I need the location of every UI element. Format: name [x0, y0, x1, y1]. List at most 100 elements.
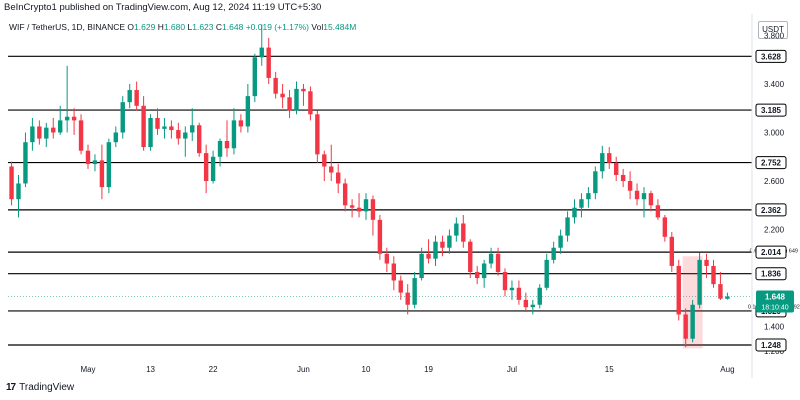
- candle-body: [600, 153, 605, 172]
- candle-down: [405, 284, 410, 315]
- candle-body: [78, 120, 84, 151]
- y-axis-tick-label: 3.800: [764, 31, 785, 40]
- candle-body: [349, 205, 355, 208]
- y-axis-tick-label: 2.600: [764, 177, 785, 186]
- candle-body: [197, 125, 202, 154]
- candle-up: [454, 217, 459, 242]
- candle-down: [377, 214, 383, 260]
- candle-down: [495, 247, 501, 276]
- candle-down: [169, 120, 174, 139]
- candle-body: [662, 217, 668, 237]
- tradingview-logo[interactable]: 17 TradingView: [6, 382, 74, 393]
- currency-selector[interactable]: USDT: [758, 21, 788, 39]
- x-axis-tick-label: May: [80, 365, 95, 374]
- candle-up: [725, 292, 730, 300]
- candle-down: [349, 199, 355, 218]
- x-axis-tick-label: Jul: [507, 365, 517, 374]
- candle-body: [169, 126, 174, 131]
- symbol-name[interactable]: WIF / TetherUS, 1D, BINANCE: [9, 22, 126, 32]
- candle-body: [259, 47, 264, 58]
- candle-up: [294, 81, 299, 115]
- candle-down: [607, 147, 612, 169]
- candle-up: [488, 247, 494, 269]
- candle-up: [363, 193, 369, 220]
- candle-body: [294, 88, 299, 111]
- candle-down: [634, 183, 640, 206]
- candle-down: [627, 171, 633, 200]
- candle-up: [16, 174, 21, 218]
- candle-down: [655, 199, 661, 220]
- candle-body: [627, 181, 633, 191]
- candle-body: [683, 314, 688, 339]
- candle-body: [412, 278, 417, 305]
- candle-body: [155, 117, 160, 129]
- candle-up: [481, 259, 487, 288]
- candle-up: [572, 199, 577, 224]
- candle-body: [64, 116, 70, 121]
- candle-body: [342, 183, 348, 206]
- candle-down: [51, 117, 56, 139]
- x-axis-tick-label: Jun: [297, 365, 310, 374]
- candle-up: [148, 114, 153, 151]
- candle-body: [579, 199, 584, 208]
- candle-down: [718, 272, 723, 300]
- candle-down: [71, 108, 77, 135]
- candle-body: [16, 183, 21, 200]
- candle-down: [426, 239, 431, 264]
- candle-down: [461, 214, 466, 248]
- candle-up: [433, 235, 438, 266]
- candle-body: [440, 241, 445, 248]
- candle-body: [648, 193, 654, 206]
- candle-body: [669, 236, 674, 266]
- candle-body: [58, 120, 63, 133]
- level-price-label: 1.836: [761, 270, 782, 279]
- candle-up: [183, 126, 188, 157]
- candle-down: [711, 259, 716, 288]
- candle-body: [537, 287, 542, 305]
- candle-down: [391, 256, 396, 291]
- level-price-label: 2.752: [761, 159, 782, 168]
- candle-body: [322, 154, 327, 167]
- candle-body: [113, 132, 118, 143]
- candle-up: [231, 108, 237, 155]
- candle-down: [266, 37, 271, 84]
- candle-down: [37, 120, 42, 145]
- candle-up: [586, 187, 591, 208]
- candle-body: [51, 127, 56, 133]
- candle-body: [363, 199, 369, 212]
- candle-body: [725, 296, 730, 299]
- candle-down: [676, 259, 681, 321]
- candle-body: [266, 47, 271, 78]
- candle-up: [113, 126, 118, 148]
- candle-body: [301, 88, 306, 92]
- level-price-tag: [755, 49, 787, 63]
- candle-body: [30, 126, 35, 143]
- candle-body: [655, 205, 661, 218]
- candle-down: [648, 190, 654, 212]
- candle-up: [419, 247, 424, 281]
- candle-up: [44, 122, 49, 148]
- candle-up: [412, 272, 417, 309]
- candle-down: [238, 114, 244, 133]
- candle-down: [85, 144, 91, 169]
- candle-body: [405, 292, 410, 305]
- candle-down: [329, 144, 334, 182]
- candle-body: [141, 105, 146, 148]
- candle-up: [217, 138, 223, 167]
- candle-down: [398, 275, 403, 300]
- y-axis-tick-label: 2.200: [764, 226, 785, 235]
- candle-up: [551, 241, 556, 264]
- candle-down: [99, 144, 105, 200]
- candle-down: [683, 308, 688, 348]
- candle-body: [203, 153, 209, 182]
- candle-body: [99, 160, 105, 188]
- candle-up: [558, 229, 563, 254]
- candle-body: [336, 172, 341, 184]
- candle-body: [252, 57, 257, 97]
- candle-body: [273, 77, 278, 94]
- candle-up: [190, 108, 195, 141]
- y-axis-tick-label: 1.400: [764, 323, 785, 332]
- candle-body: [711, 265, 716, 285]
- level-price-tag: [755, 245, 787, 259]
